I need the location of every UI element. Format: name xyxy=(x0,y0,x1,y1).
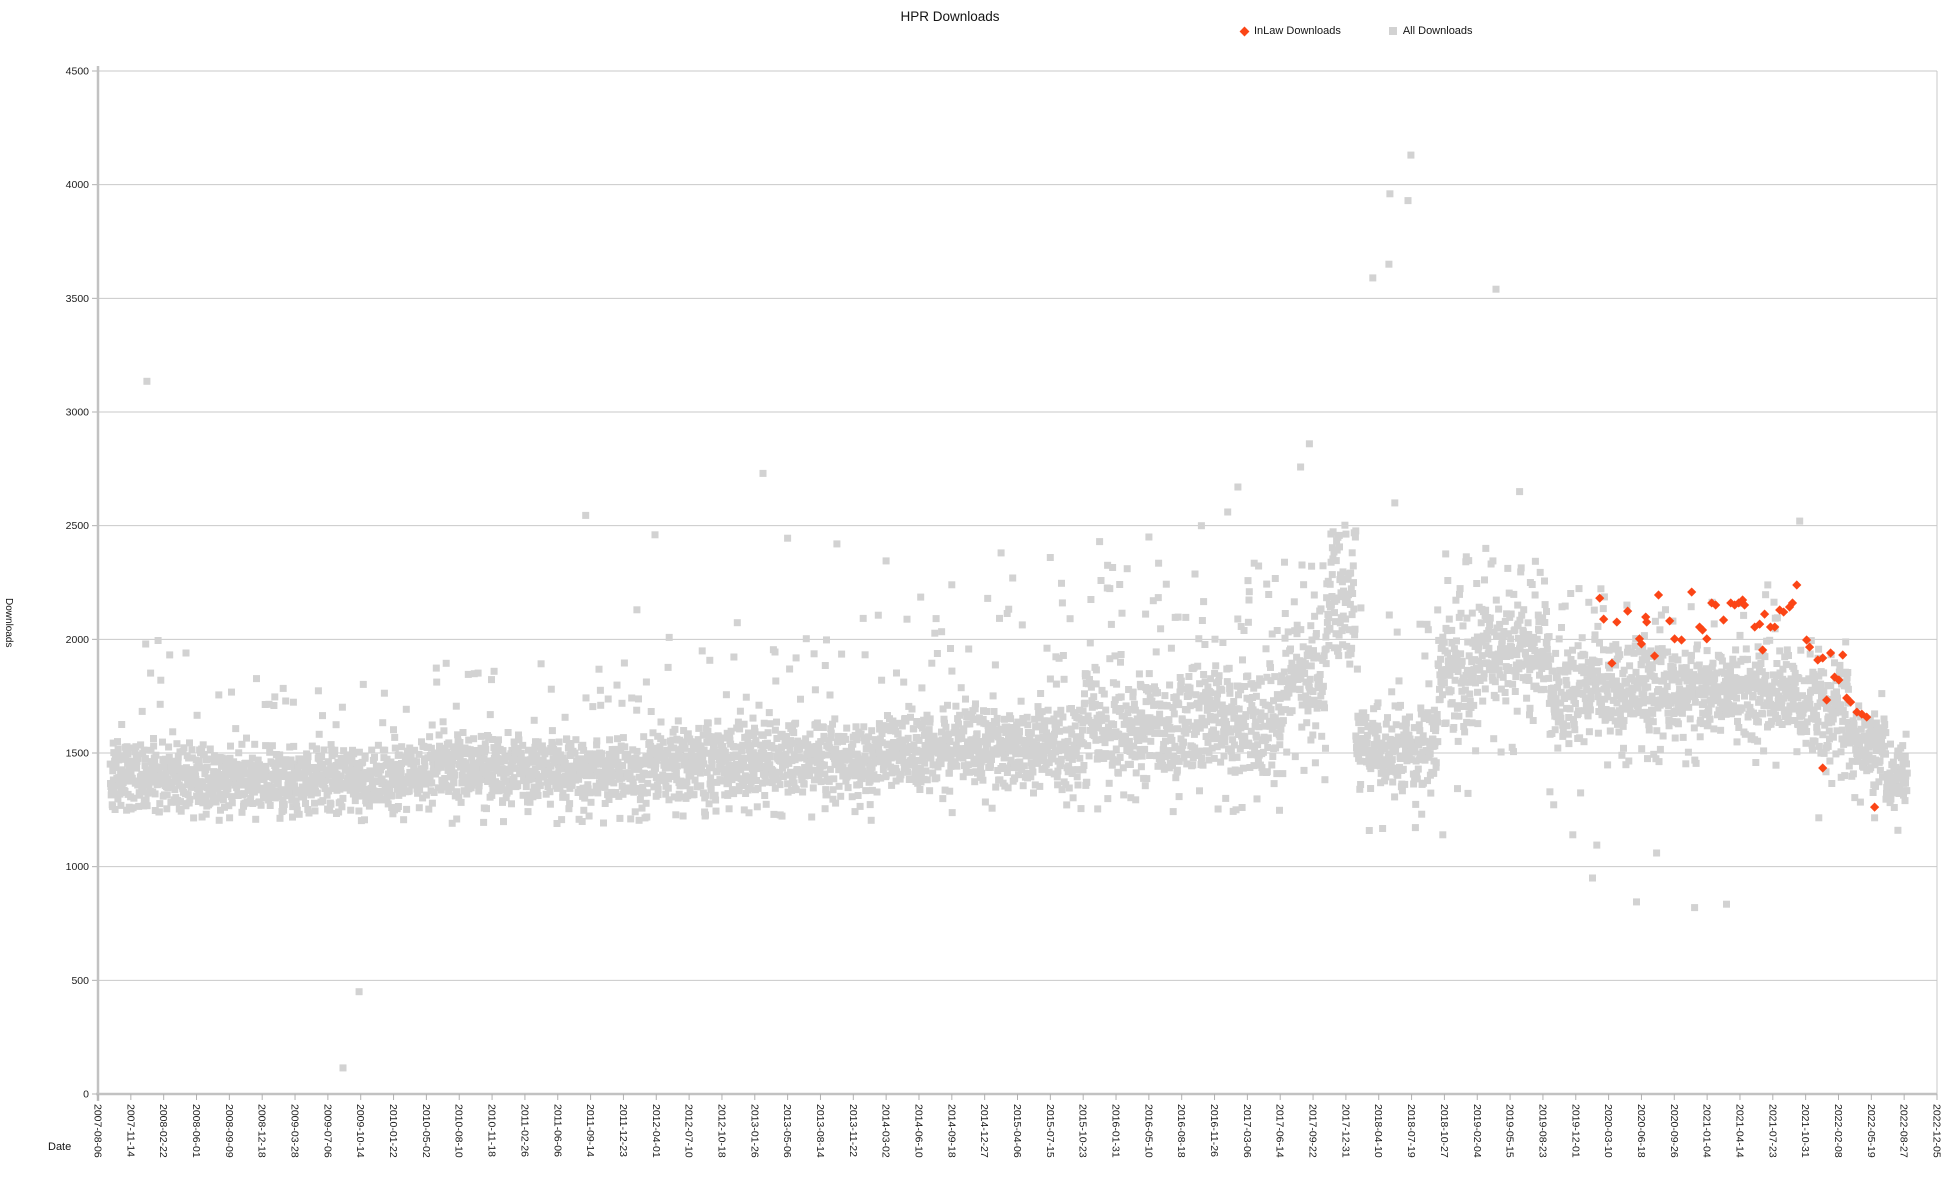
svg-text:500: 500 xyxy=(71,975,89,987)
svg-text:2018-10-27: 2018-10-27 xyxy=(1438,1104,1450,1158)
svg-text:2019-08-23: 2019-08-23 xyxy=(1536,1104,1548,1158)
svg-text:2010-01-22: 2010-01-22 xyxy=(387,1104,399,1158)
legend-label-all: All Downloads xyxy=(1402,25,1473,37)
svg-text:2017-09-22: 2017-09-22 xyxy=(1307,1104,1319,1158)
svg-text:3000: 3000 xyxy=(66,407,90,419)
svg-text:4500: 4500 xyxy=(66,66,90,78)
series-inlaw-downloads xyxy=(1595,580,1880,812)
y-tick-labels: 0 500 1000 1500 2000 2500 3000 3500 4000 4500 xyxy=(66,66,90,1101)
x-tick-labels: 2007-08-06 2007-11-14 2008-02-22 2008-06-01… xyxy=(92,1094,1943,1158)
x-axis-title: Date xyxy=(48,1141,72,1153)
svg-text:2021-10-31: 2021-10-31 xyxy=(1799,1104,1811,1158)
svg-text:2018-07-19: 2018-07-19 xyxy=(1405,1104,1417,1158)
svg-text:2022-12-05: 2022-12-05 xyxy=(1931,1104,1943,1158)
svg-text:2012-10-18: 2012-10-18 xyxy=(715,1104,727,1158)
y-axis-title: Downloads xyxy=(3,598,14,648)
svg-text:2020-06-18: 2020-06-18 xyxy=(1635,1104,1647,1158)
svg-text:2008-09-09: 2008-09-09 xyxy=(223,1104,235,1158)
svg-text:2014-03-02: 2014-03-02 xyxy=(880,1104,892,1158)
svg-text:2017-03-06: 2017-03-06 xyxy=(1241,1104,1253,1158)
svg-text:2000: 2000 xyxy=(66,634,90,646)
svg-text:2014-12-27: 2014-12-27 xyxy=(978,1104,990,1158)
gridlines xyxy=(92,66,1938,1101)
svg-text:2016-05-10: 2016-05-10 xyxy=(1142,1104,1154,1158)
svg-text:2009-07-06: 2009-07-06 xyxy=(321,1104,333,1158)
legend-item-inlaw-downloads: InLaw Downloads xyxy=(1239,25,1341,37)
svg-text:2009-10-14: 2009-10-14 xyxy=(354,1104,366,1158)
svg-text:2015-10-23: 2015-10-23 xyxy=(1077,1104,1089,1158)
svg-text:2022-08-27: 2022-08-27 xyxy=(1898,1104,1910,1158)
legend-label-inlaw: InLaw Downloads xyxy=(1254,25,1341,37)
svg-text:2021-01-04: 2021-01-04 xyxy=(1701,1104,1713,1158)
svg-text:2017-06-14: 2017-06-14 xyxy=(1274,1104,1286,1158)
svg-text:2022-05-19: 2022-05-19 xyxy=(1865,1104,1877,1158)
svg-text:2016-08-18: 2016-08-18 xyxy=(1175,1104,1187,1158)
svg-text:2019-05-15: 2019-05-15 xyxy=(1504,1104,1516,1158)
svg-text:2018-04-10: 2018-04-10 xyxy=(1372,1104,1384,1158)
svg-text:2017-12-31: 2017-12-31 xyxy=(1339,1104,1351,1158)
svg-text:2008-02-22: 2008-02-22 xyxy=(157,1104,169,1158)
svg-text:3500: 3500 xyxy=(66,293,90,305)
svg-text:4000: 4000 xyxy=(66,179,90,191)
svg-text:2011-09-14: 2011-09-14 xyxy=(584,1104,596,1157)
svg-text:2021-04-14: 2021-04-14 xyxy=(1733,1104,1745,1158)
svg-text:2012-04-01: 2012-04-01 xyxy=(650,1104,662,1158)
svg-text:2013-08-14: 2013-08-14 xyxy=(814,1104,826,1158)
svg-text:2008-12-18: 2008-12-18 xyxy=(256,1104,268,1158)
svg-text:2019-12-01: 2019-12-01 xyxy=(1569,1104,1581,1158)
svg-text:1500: 1500 xyxy=(66,748,90,760)
svg-text:2022-02-08: 2022-02-08 xyxy=(1832,1104,1844,1158)
svg-text:2013-11-22: 2013-11-22 xyxy=(847,1104,859,1157)
square-marker-icon xyxy=(1388,27,1397,35)
svg-text:2021-07-23: 2021-07-23 xyxy=(1766,1104,1778,1158)
chart-title: HPR Downloads xyxy=(900,9,1000,24)
svg-text:2011-02-26: 2011-02-26 xyxy=(518,1104,530,1157)
svg-text:2015-07-15: 2015-07-15 xyxy=(1044,1104,1056,1158)
legend: InLaw Downloads All Downloads xyxy=(1239,25,1473,37)
svg-text:2500: 2500 xyxy=(66,520,90,532)
svg-text:2014-09-18: 2014-09-18 xyxy=(945,1104,957,1158)
legend-item-all-downloads: All Downloads xyxy=(1388,25,1473,37)
svg-text:2012-07-10: 2012-07-10 xyxy=(683,1104,695,1158)
svg-text:0: 0 xyxy=(83,1089,89,1101)
svg-text:2016-11-26: 2016-11-26 xyxy=(1208,1104,1220,1157)
svg-text:2008-06-01: 2008-06-01 xyxy=(190,1104,202,1158)
svg-text:2020-09-26: 2020-09-26 xyxy=(1668,1104,1680,1158)
svg-text:2020-03-10: 2020-03-10 xyxy=(1602,1104,1614,1158)
svg-text:2013-05-06: 2013-05-06 xyxy=(781,1104,793,1158)
svg-text:2007-11-14: 2007-11-14 xyxy=(124,1104,136,1157)
svg-text:2010-11-18: 2010-11-18 xyxy=(486,1104,498,1157)
svg-text:2015-04-06: 2015-04-06 xyxy=(1011,1104,1023,1158)
svg-text:2011-12-23: 2011-12-23 xyxy=(617,1104,629,1157)
svg-text:2019-02-04: 2019-02-04 xyxy=(1471,1104,1483,1158)
svg-text:2011-06-06: 2011-06-06 xyxy=(551,1104,563,1157)
svg-text:1000: 1000 xyxy=(66,861,90,873)
svg-text:2014-06-10: 2014-06-10 xyxy=(912,1104,924,1158)
svg-text:2010-08-10: 2010-08-10 xyxy=(453,1104,465,1158)
svg-text:2013-01-26: 2013-01-26 xyxy=(748,1104,760,1158)
series-all-downloads xyxy=(106,151,1911,1072)
svg-text:2016-01-31: 2016-01-31 xyxy=(1110,1104,1122,1158)
svg-text:2007-08-06: 2007-08-06 xyxy=(92,1104,104,1158)
svg-text:2010-05-02: 2010-05-02 xyxy=(420,1104,432,1158)
svg-text:2009-03-28: 2009-03-28 xyxy=(289,1104,301,1158)
